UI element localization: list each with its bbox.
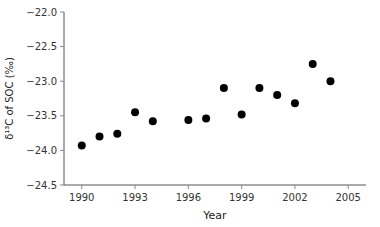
y-axis-line <box>64 12 65 185</box>
x-tick-label: 2005 <box>336 192 361 203</box>
point <box>113 130 121 138</box>
point <box>96 133 104 141</box>
y-tick-label: −22.5 <box>26 41 57 52</box>
y-tick <box>60 81 64 82</box>
y-tick <box>60 46 64 47</box>
point <box>149 117 157 125</box>
point <box>326 77 334 85</box>
x-tick <box>135 185 136 189</box>
point <box>131 108 139 116</box>
point <box>220 84 228 92</box>
x-tick-label: 1993 <box>122 192 147 203</box>
point <box>273 91 281 99</box>
x-tick-label: 1990 <box>69 192 94 203</box>
y-tick-label: −24.5 <box>26 180 57 191</box>
y-tick <box>60 185 64 186</box>
x-tick <box>241 185 242 189</box>
x-tick <box>81 185 82 189</box>
point <box>309 60 317 68</box>
x-axis-label: Year <box>202 209 227 222</box>
chart: 1990 1993 1996 1999 2002 2005 −24.5 −24.0 −23.5 −… <box>0 0 380 227</box>
y-tick <box>60 12 64 13</box>
y-tick-label: −22.0 <box>26 7 57 18</box>
x-tick <box>188 185 189 189</box>
point <box>78 142 86 150</box>
y-tick-label: −23.5 <box>26 110 57 121</box>
y-axis-label: δ¹³C of SOC (‰) <box>4 57 15 140</box>
x-tick-label: 2002 <box>282 192 307 203</box>
y-tick <box>60 115 64 116</box>
point <box>202 115 210 123</box>
point <box>238 110 246 118</box>
x-axis-line <box>64 185 366 186</box>
x-tick-label: 1996 <box>176 192 201 203</box>
point <box>184 116 192 124</box>
point <box>255 84 263 92</box>
y-tick <box>60 150 64 151</box>
y-tick-label: −23.0 <box>26 76 57 87</box>
x-tick <box>348 185 349 189</box>
x-tick <box>294 185 295 189</box>
y-tick-label: −24.0 <box>26 145 57 156</box>
x-tick-label: 1999 <box>229 192 254 203</box>
point <box>291 99 299 107</box>
